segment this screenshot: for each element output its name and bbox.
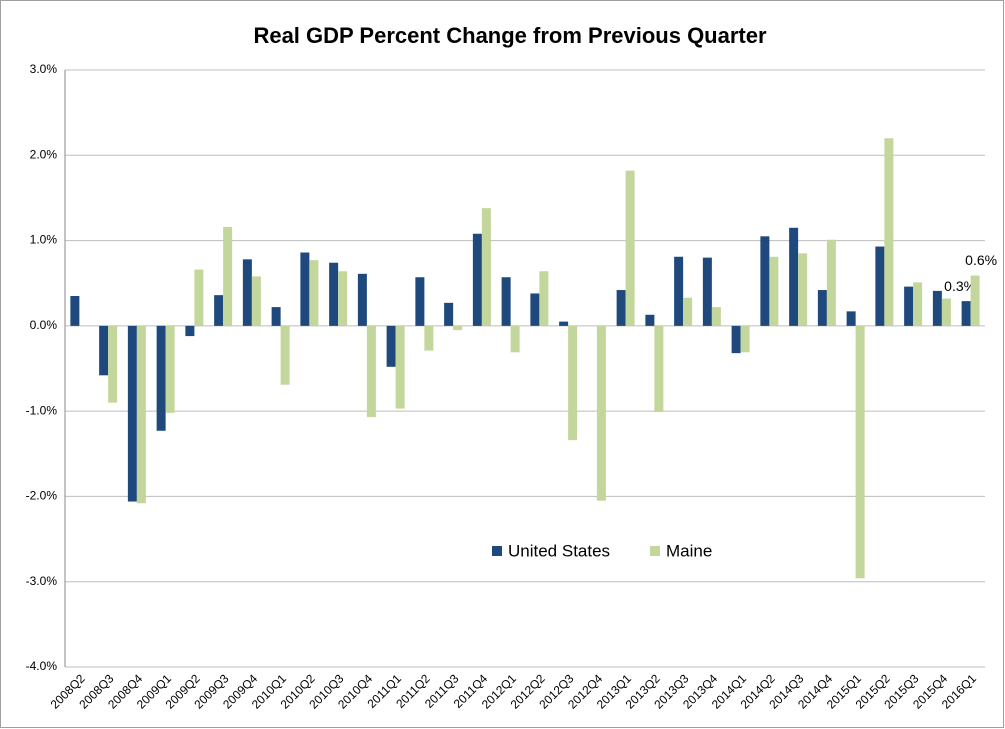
bar — [539, 271, 549, 326]
bar — [415, 277, 425, 326]
y-tick-label: -3.0% — [26, 574, 58, 588]
bar — [884, 138, 894, 326]
bar — [932, 290, 942, 326]
bar — [165, 325, 175, 413]
bar — [625, 170, 635, 326]
bar — [395, 325, 405, 409]
bar — [559, 321, 569, 326]
bar — [913, 282, 923, 326]
bar — [674, 256, 684, 326]
bar — [855, 325, 865, 579]
bar — [596, 325, 606, 501]
bar — [846, 311, 856, 326]
bar — [136, 325, 146, 504]
bar — [108, 325, 118, 403]
bar — [616, 290, 626, 326]
bar — [789, 227, 799, 326]
bar — [568, 325, 578, 441]
y-tick-label: -2.0% — [26, 489, 58, 503]
y-tick-label: -4.0% — [26, 659, 58, 673]
bar — [683, 297, 693, 326]
y-tick-label: 1.0% — [30, 233, 58, 247]
bar — [271, 307, 281, 326]
bar — [444, 302, 454, 326]
bar — [280, 325, 290, 385]
bar — [740, 325, 750, 353]
bar — [654, 325, 664, 412]
data-label: 0.3% — [944, 278, 976, 294]
legend-swatch — [650, 546, 660, 556]
bar — [453, 325, 463, 331]
bar — [223, 226, 233, 326]
legend-swatch — [492, 546, 502, 556]
bar — [817, 290, 827, 326]
bar — [530, 293, 540, 326]
bar — [731, 325, 741, 354]
data-label: 0.6% — [965, 252, 997, 268]
bar — [826, 239, 836, 326]
legend-label: United States — [508, 541, 610, 560]
bar — [214, 295, 224, 326]
y-tick-label: 2.0% — [30, 147, 58, 161]
y-tick-label: 3.0% — [30, 62, 58, 76]
bar — [970, 275, 980, 326]
bar — [329, 262, 339, 326]
bar — [242, 259, 252, 326]
y-tick-label: -1.0% — [26, 403, 58, 417]
bar — [472, 233, 482, 326]
bar — [156, 325, 166, 431]
bar — [941, 298, 951, 326]
legend-label: Maine — [666, 541, 712, 560]
bar — [760, 236, 770, 326]
bar — [185, 325, 195, 337]
bar — [366, 325, 376, 418]
bar — [501, 277, 511, 326]
bar — [961, 301, 971, 326]
bar — [309, 260, 319, 326]
bar — [300, 252, 310, 326]
bar — [127, 325, 137, 502]
bar — [70, 296, 80, 326]
bar — [711, 307, 721, 326]
bar — [386, 325, 396, 367]
chart-title: Real GDP Percent Change from Previous Qu… — [253, 23, 767, 48]
bar — [510, 325, 520, 353]
y-tick-label: 0.0% — [30, 318, 58, 332]
bar — [875, 246, 885, 326]
bar — [357, 273, 367, 326]
bar — [645, 314, 655, 326]
bar — [481, 208, 491, 326]
bar — [424, 325, 434, 351]
bar — [338, 271, 348, 326]
bar — [904, 286, 914, 326]
bar — [194, 269, 204, 326]
bar — [251, 276, 261, 326]
bar — [769, 256, 779, 326]
bar — [702, 257, 712, 326]
bar — [798, 253, 808, 326]
bar — [99, 325, 109, 376]
